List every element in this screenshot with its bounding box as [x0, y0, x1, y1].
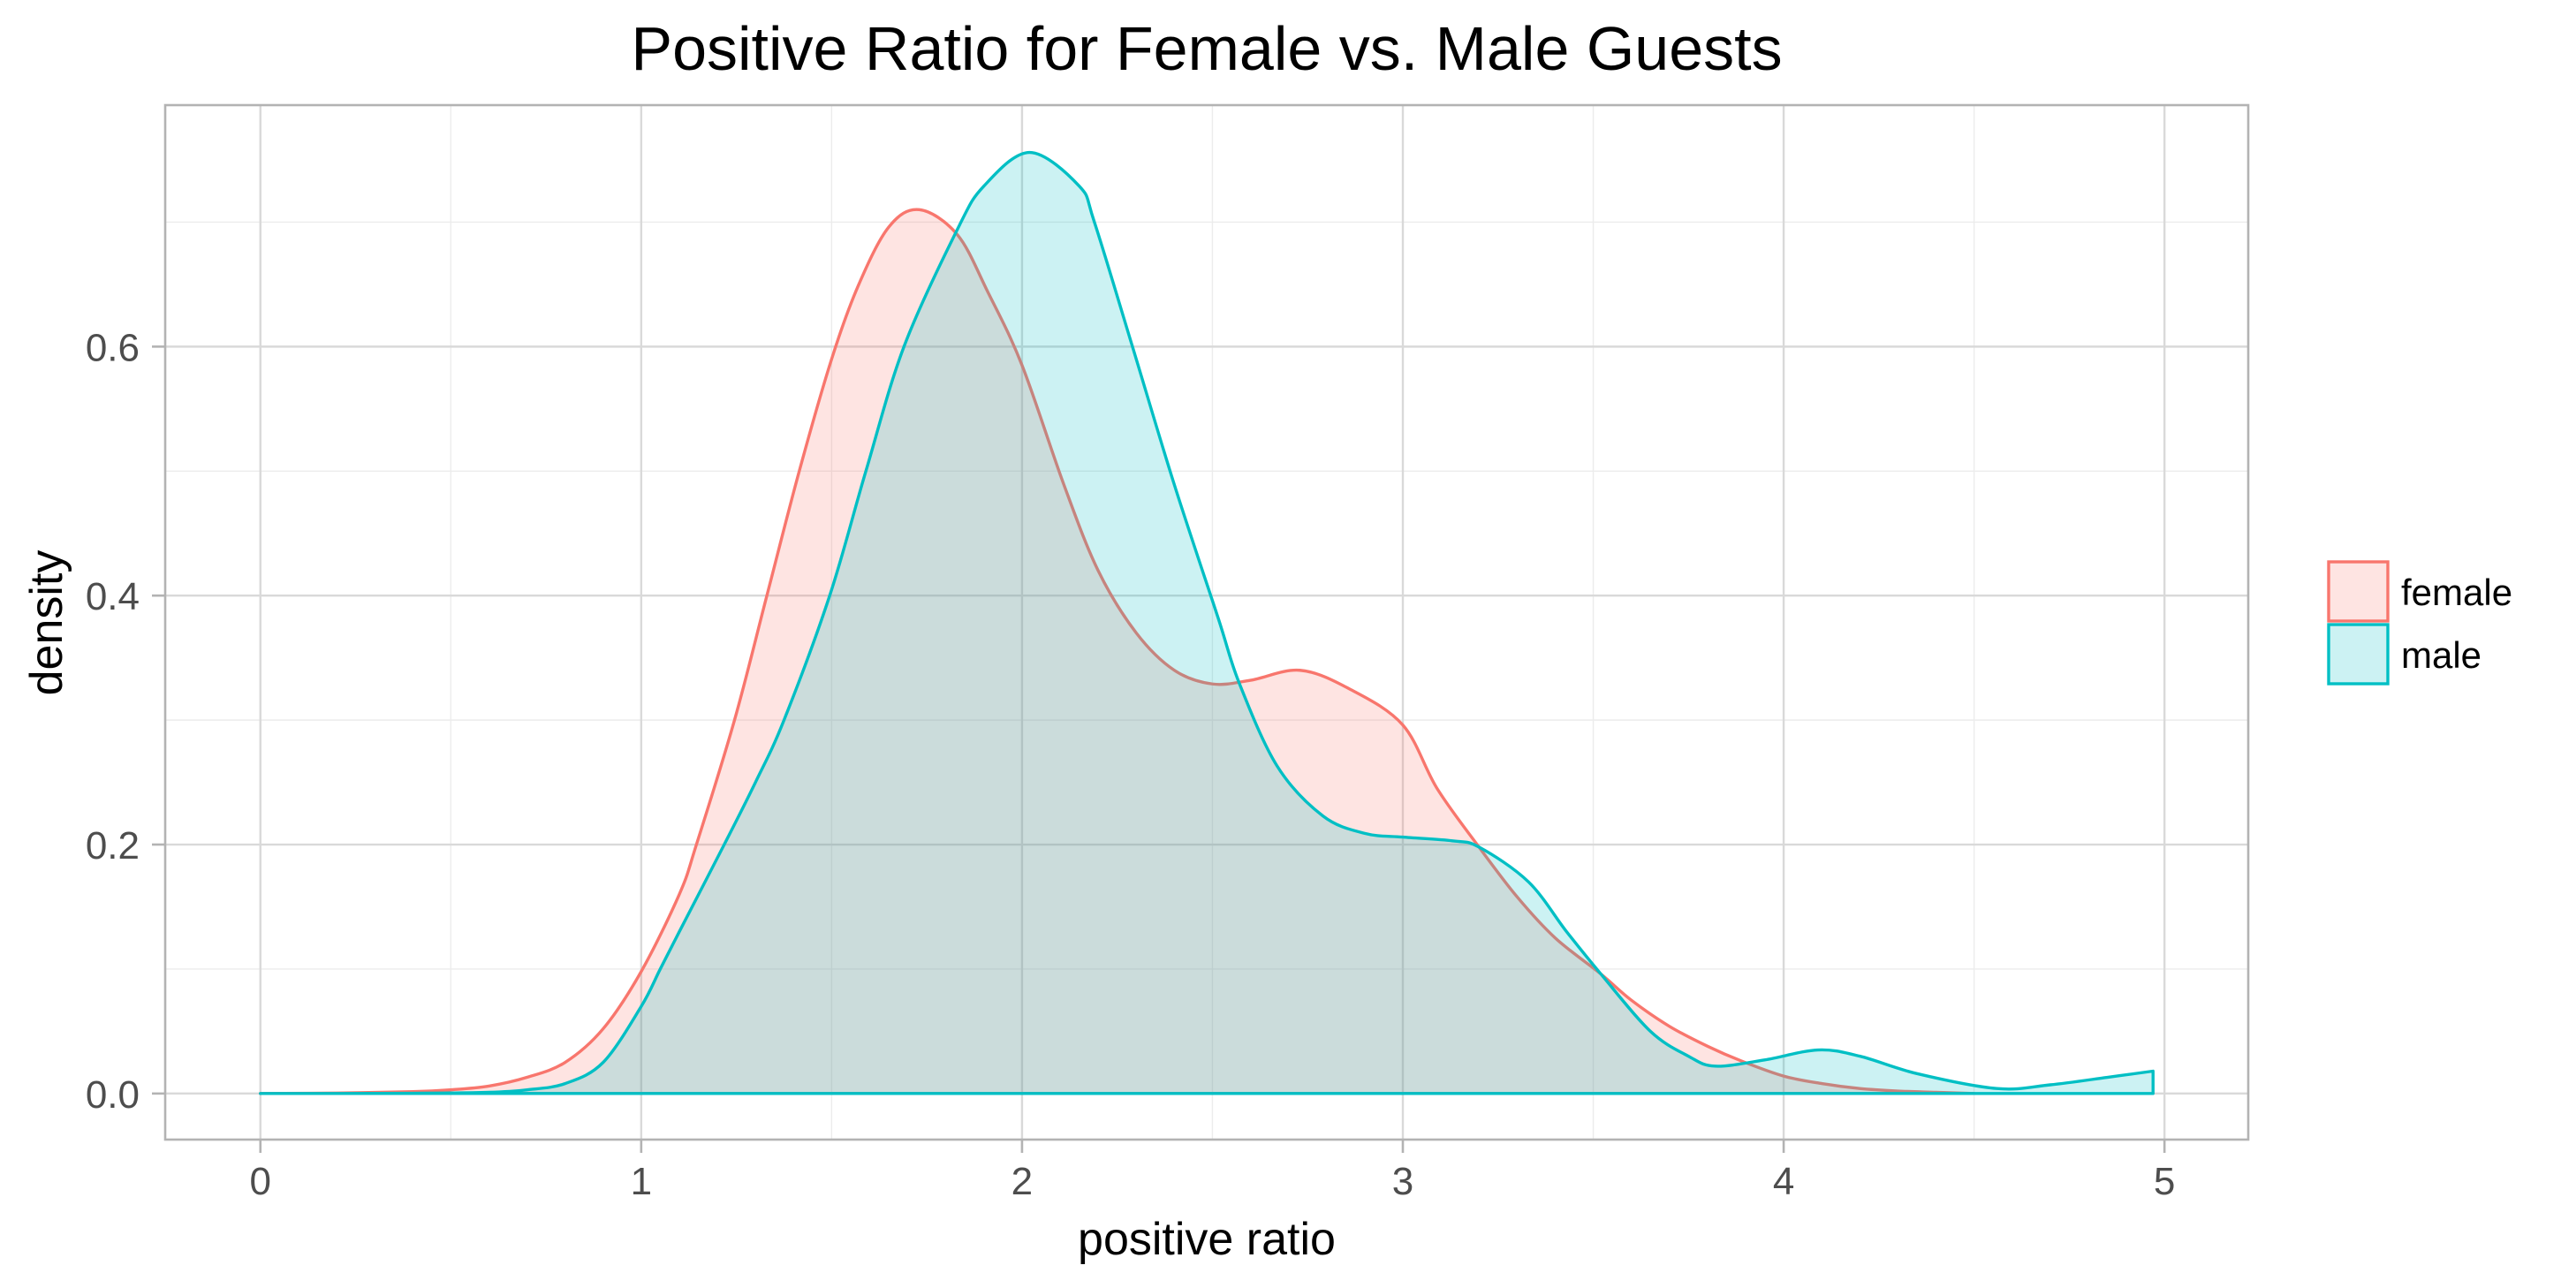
panel-border — [163, 103, 2250, 1141]
y-tick-label: 0.0 — [86, 1073, 140, 1117]
panel-background — [165, 105, 2248, 1140]
x-tick-label: 2 — [1011, 1160, 1033, 1203]
y-tick-label: 0.6 — [86, 326, 140, 369]
legend-label-male: male — [2401, 634, 2481, 676]
x-tick-label: 4 — [1773, 1160, 1794, 1203]
y-tick-label: 0.2 — [86, 824, 140, 868]
density-area-female — [259, 208, 1976, 1095]
minor-gridlines — [165, 105, 2248, 1140]
x-axis-title: positive ratio — [1078, 1214, 1336, 1265]
density-areas — [259, 150, 2155, 1095]
legend-item-female: female — [2327, 560, 2512, 623]
x-tick-label: 0 — [250, 1160, 271, 1203]
legend: female male — [2327, 560, 2512, 686]
x-tick-label: 1 — [631, 1160, 652, 1203]
x-tick-label: 5 — [2154, 1160, 2175, 1203]
plot-panel — [163, 103, 2250, 1141]
y-tick-label: 0.4 — [86, 575, 140, 618]
y-axis-title: density — [21, 550, 72, 696]
density-area-male — [259, 150, 2155, 1095]
legend-item-male: male — [2327, 623, 2481, 686]
y-axis: 0.0 0.2 0.4 0.6 — [86, 326, 165, 1117]
legend-key-female — [2327, 560, 2390, 623]
chart-title: Positive Ratio for Female vs. Male Guest… — [631, 14, 1782, 83]
x-tick-label: 3 — [1392, 1160, 1413, 1203]
legend-label-female: female — [2401, 572, 2512, 613]
legend-key-male — [2327, 623, 2390, 686]
x-axis: 0 1 2 3 4 5 — [250, 1140, 2175, 1203]
